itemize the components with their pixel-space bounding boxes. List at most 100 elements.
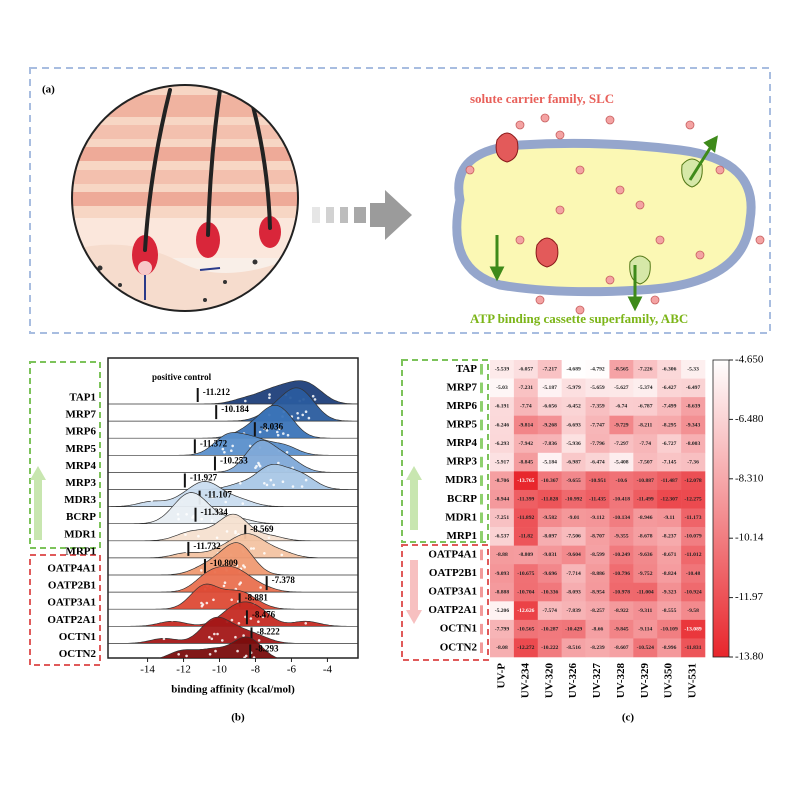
heatmap-cell [513, 434, 539, 454]
data-point [225, 530, 229, 533]
cell-label: -9.58 [687, 608, 699, 614]
data-point [214, 649, 217, 653]
heatmap-cell [633, 452, 658, 472]
cell-label: -9.752 [638, 571, 653, 577]
data-point [220, 639, 224, 642]
heatmap-cell [609, 415, 634, 435]
heatmap-cell [537, 564, 562, 584]
cell-label: -10.6 [616, 478, 628, 484]
cell-label: -10.796 [613, 571, 630, 577]
heatmap-cell [633, 489, 658, 509]
heatmap-cell [633, 601, 658, 621]
column-label: UV-P [495, 663, 507, 689]
cell-label: -8.707 [590, 534, 605, 540]
data-point [249, 617, 253, 620]
positive-control-label: -8.293 [255, 644, 279, 654]
cell-label: -8.639 [686, 404, 701, 410]
data-point [268, 393, 271, 396]
positive-control-label: -10.253 [220, 455, 248, 465]
cell-label: -4.689 [566, 367, 581, 373]
cell-label: -8.211 [638, 422, 652, 428]
cell-label: -9.11 [663, 515, 675, 521]
heatmap-cell [609, 471, 634, 491]
cell-label: -6.727 [662, 441, 677, 447]
heatmap-cell [537, 360, 562, 379]
row-label: MDR1 [64, 528, 96, 540]
cell-label: -8.607 [614, 645, 629, 651]
data-point [201, 603, 205, 606]
data-point [210, 519, 214, 522]
data-point [236, 649, 239, 653]
cell-label: -8.516 [566, 645, 581, 651]
heatmap-cell [657, 415, 682, 435]
cell-label: -5.936 [566, 441, 581, 447]
heatmap-cell [513, 545, 539, 565]
data-point [197, 534, 200, 538]
heatmap-cell [537, 619, 562, 639]
heatmap-cell [537, 434, 562, 454]
data-point [258, 464, 262, 468]
cell-label: -11.173 [685, 515, 702, 521]
data-point [263, 427, 266, 431]
heatmap-cell [513, 415, 539, 435]
x-axis-label: binding affinity (kcal/mol) [171, 684, 295, 696]
cell-label: -6.306 [662, 367, 677, 373]
heatmap-cell [633, 471, 658, 491]
cell-label: -12.272 [517, 645, 534, 651]
positive-control-label: -8.222 [256, 626, 280, 636]
row-tick [480, 531, 483, 542]
heatmap-cell [681, 564, 706, 584]
heatmap-cell [633, 415, 658, 435]
data-point [252, 656, 256, 658]
cell-label: -10.367 [541, 478, 558, 484]
heatmap-cell [657, 527, 682, 546]
column-label: UV-327 [591, 663, 603, 699]
heatmap-cell [633, 434, 658, 454]
cell-label: -11.499 [637, 497, 654, 503]
colorbar-label: -11.97 [735, 591, 764, 603]
data-point [191, 516, 194, 519]
row-label: MRP1 [446, 530, 477, 542]
cell-label: -8.671 [662, 552, 677, 558]
cell-label: -7.796 [590, 441, 605, 447]
cell-label: -7.507 [638, 459, 653, 465]
heatmap-cell [537, 378, 562, 398]
data-point [313, 398, 317, 401]
row-tick [480, 382, 483, 394]
skin-frame [71, 84, 299, 312]
cell-label: -8.946 [638, 515, 653, 521]
arrow [406, 466, 422, 530]
row-tick [480, 364, 483, 375]
cell-label: -9.655 [566, 478, 581, 484]
heatmap-cell [537, 415, 562, 435]
column-label: UV-320 [543, 663, 555, 699]
colorbar-label: -13.80 [735, 651, 764, 663]
heatmap-cell [609, 508, 634, 528]
data-point [200, 569, 203, 572]
row-tick [480, 605, 483, 616]
cell-label: -7.359 [590, 404, 605, 410]
cell-label: -10.336 [541, 589, 558, 595]
heatmap-cell [585, 378, 610, 398]
heatmap-cell [561, 527, 586, 546]
cell-label: -7.942 [519, 441, 534, 447]
data-point [235, 564, 239, 567]
data-point [222, 584, 226, 588]
row-label: MRP1 [65, 545, 96, 557]
cell-label: -13.089 [684, 626, 701, 632]
row-tick [480, 623, 483, 635]
cell-label: -10.134 [613, 515, 630, 521]
data-point [291, 485, 295, 488]
cell-label: -11.892 [517, 515, 534, 521]
row-label: BCRP [447, 493, 477, 505]
data-point [296, 416, 300, 420]
positive-control-label: -11.372 [200, 438, 228, 448]
cell-label: -7.297 [614, 441, 629, 447]
heatmap-cell [585, 452, 610, 472]
data-point [301, 413, 305, 417]
data-point [280, 553, 284, 557]
positive-control-label: -8.569 [250, 524, 274, 534]
heatmap-cell [490, 619, 515, 639]
heatmap-cell [681, 508, 706, 528]
data-point [223, 581, 227, 584]
